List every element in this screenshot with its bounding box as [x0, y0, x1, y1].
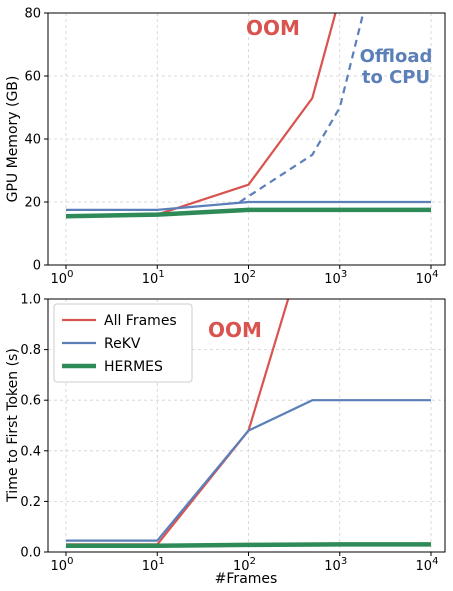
- x-tick-label: 104: [416, 556, 439, 574]
- legend: All Frames ReKV HERMES: [53, 303, 193, 383]
- x-tick-label: 103: [324, 269, 347, 287]
- y-tick-label: 0.4: [20, 444, 41, 459]
- y-tick-label: 80: [24, 7, 41, 22]
- x-tick-label: 102: [233, 269, 256, 287]
- legend-label-all-frames: All Frames: [104, 313, 177, 329]
- x-tick-label: 101: [142, 556, 165, 574]
- x-tick-label: 100: [51, 556, 74, 574]
- series-line-offload: [239, 13, 365, 203]
- offload-annotation-line2: to CPU: [362, 67, 430, 88]
- y-tick-label: 0: [33, 259, 41, 274]
- legend-label-rekv: ReKV: [104, 336, 141, 352]
- offload-annotation-line1: Offload: [360, 46, 433, 67]
- series-line-hermes: [66, 542, 431, 548]
- y-tick-label: 60: [24, 70, 41, 85]
- legend-label-hermes: HERMES: [104, 359, 163, 375]
- y-tick-label: 40: [24, 133, 41, 148]
- y-tick-label: 0.6: [20, 394, 41, 409]
- series-line-rekv: [66, 200, 431, 211]
- x-tick-label: 103: [324, 556, 347, 574]
- y-tick-label: 1.0: [20, 293, 41, 308]
- y-tick-label: 0.2: [20, 495, 41, 510]
- y-tick-label: 0.0: [20, 546, 41, 561]
- series-line-hermes: [65, 207, 431, 219]
- series-bottom: [66, 299, 431, 548]
- y-axis-label-bottom: Time to First Token (s): [5, 348, 21, 503]
- x-tick-label: 100: [51, 269, 74, 287]
- series-top: [65, 13, 431, 219]
- oom-annotation-bottom: OOM: [208, 318, 262, 342]
- x-tick-label: 104: [416, 269, 439, 287]
- x-tick-label: 101: [142, 269, 165, 287]
- y-tick-label: 20: [24, 196, 41, 211]
- series-line-rekv: [66, 399, 431, 542]
- oom-annotation-top: OOM: [246, 16, 300, 40]
- legend-box: [53, 303, 193, 383]
- plot-frame-bottom: [47, 298, 446, 553]
- gpu-memory-chart: 100 101 102 103 104 0 20 40 60 80 GPU Memory (GB)…: [5, 7, 446, 287]
- y-axis-label-top: GPU Memory (GB): [5, 76, 21, 203]
- x-axis-label: #Frames: [215, 571, 278, 587]
- y-tick-label: 0.8: [20, 343, 41, 358]
